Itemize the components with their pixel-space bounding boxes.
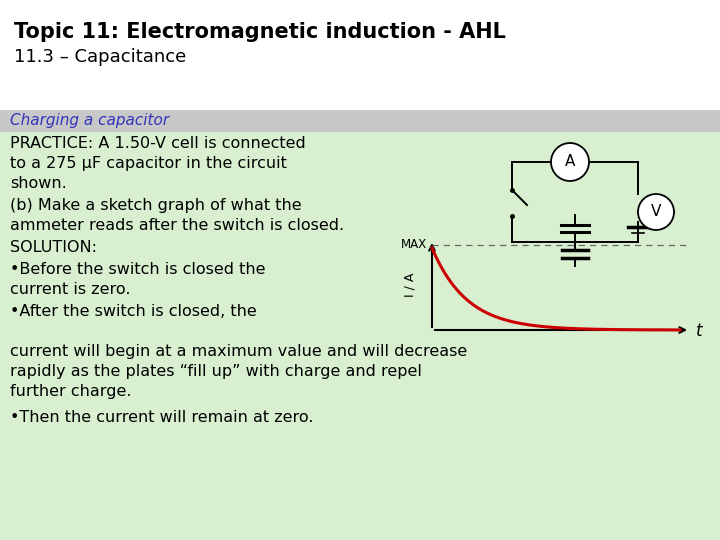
Text: MAX: MAX bbox=[401, 238, 427, 251]
Text: (b) Make a sketch graph of what the: (b) Make a sketch graph of what the bbox=[10, 198, 302, 213]
Text: •Then the current will remain at zero.: •Then the current will remain at zero. bbox=[10, 410, 313, 425]
Text: further charge.: further charge. bbox=[10, 384, 132, 399]
Text: to a 275 μF capacitor in the circuit: to a 275 μF capacitor in the circuit bbox=[10, 156, 287, 171]
Bar bbox=[0, 110, 720, 132]
Text: I / A: I / A bbox=[403, 273, 416, 297]
Bar bbox=[0, 110, 720, 540]
Text: SOLUTION:: SOLUTION: bbox=[10, 240, 97, 255]
Text: rapidly as the plates “fill up” with charge and repel: rapidly as the plates “fill up” with cha… bbox=[10, 364, 422, 379]
Text: ammeter reads after the switch is closed.: ammeter reads after the switch is closed… bbox=[10, 218, 344, 233]
Text: •Before the switch is closed the: •Before the switch is closed the bbox=[10, 262, 266, 277]
Text: current will begin at a maximum value and will decrease: current will begin at a maximum value an… bbox=[10, 344, 467, 359]
Text: Topic 11: Electromagnetic induction - AHL: Topic 11: Electromagnetic induction - AH… bbox=[14, 22, 506, 42]
Circle shape bbox=[638, 194, 674, 230]
Text: current is zero.: current is zero. bbox=[10, 282, 130, 297]
Circle shape bbox=[551, 143, 589, 181]
Text: A: A bbox=[564, 154, 575, 170]
Text: Charging a capacitor: Charging a capacitor bbox=[10, 113, 169, 128]
Text: PRACTICE: A 1.50-V cell is connected: PRACTICE: A 1.50-V cell is connected bbox=[10, 136, 306, 151]
Text: t: t bbox=[696, 322, 703, 340]
Text: •After the switch is closed, the: •After the switch is closed, the bbox=[10, 304, 257, 319]
Text: V: V bbox=[651, 205, 661, 219]
Text: shown.: shown. bbox=[10, 176, 67, 191]
Text: 11.3 – Capacitance: 11.3 – Capacitance bbox=[14, 48, 186, 66]
